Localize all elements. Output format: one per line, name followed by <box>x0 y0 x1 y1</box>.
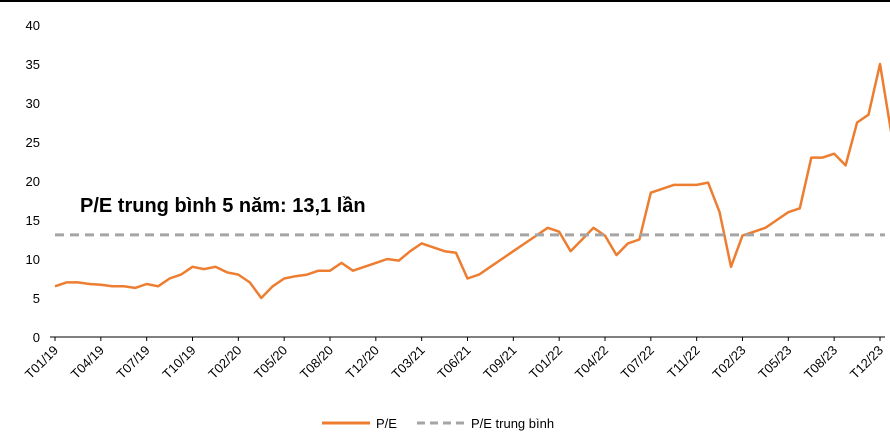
x-tick-label: T08/23 <box>801 343 840 382</box>
x-tick-label: T03/21 <box>389 343 428 382</box>
x-tick-label: T07/22 <box>618 343 657 382</box>
x-tick-label: T12/20 <box>343 343 382 382</box>
x-tick-label: T09/21 <box>480 343 519 382</box>
x-tick-label: T05/23 <box>755 343 794 382</box>
x-tick-label: T08/20 <box>297 343 336 382</box>
y-tick-label: 15 <box>26 213 40 228</box>
legend-label: P/E trung bình <box>471 416 554 431</box>
x-tick-label: T11/22 <box>664 343 703 382</box>
y-tick-label: 10 <box>26 252 40 267</box>
y-tick-label: 30 <box>26 96 40 111</box>
x-tick-label: T06/21 <box>434 343 473 382</box>
x-tick-label: T10/19 <box>159 343 198 382</box>
x-tick-label: T01/19 <box>22 343 61 382</box>
x-tick-label: T12/23 <box>847 343 886 382</box>
y-tick-label: 20 <box>26 174 40 189</box>
x-tick-label: T02/20 <box>205 343 244 382</box>
y-tick-label: 40 <box>26 18 40 33</box>
pe-line <box>54 62 890 300</box>
y-tick-label: 5 <box>33 291 40 306</box>
y-tick-label: 25 <box>26 135 40 150</box>
x-tick-label: T07/19 <box>114 343 153 382</box>
annotation: P/E trung bình 5 năm: 13,1 lần <box>80 195 366 217</box>
x-tick-label: T01/22 <box>526 343 565 382</box>
x-tick-label: T05/20 <box>251 343 290 382</box>
x-tick-label: T04/22 <box>572 343 611 382</box>
x-tick-label: T02/23 <box>709 343 748 382</box>
x-tick-label: T04/19 <box>68 343 107 382</box>
y-tick-label: 0 <box>33 330 40 345</box>
legend-label: P/E <box>376 416 397 431</box>
y-tick-label: 35 <box>26 57 40 72</box>
